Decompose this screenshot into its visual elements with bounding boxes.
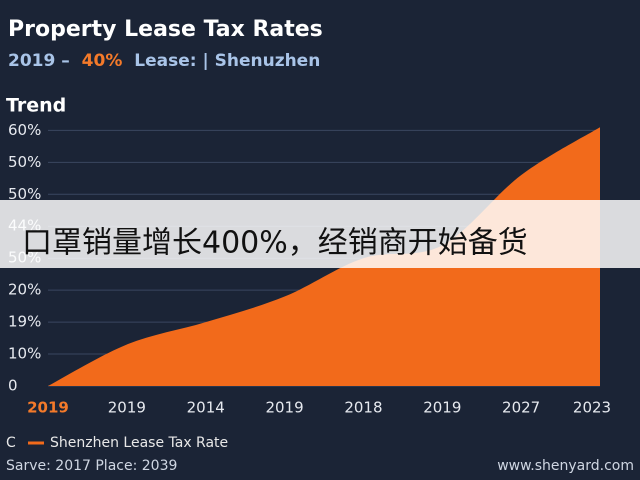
website: www.shenyard.com <box>497 458 634 474</box>
x-tick-label: 2014 <box>187 399 225 417</box>
y-axis-label: Trend <box>6 95 66 117</box>
y-tick-label: 20% <box>8 281 41 299</box>
area <box>48 127 600 386</box>
subtitle-part: 2019 – <box>8 51 70 71</box>
x-tick-label: 2027 <box>502 399 540 417</box>
x-tick-label: 2019 <box>27 399 69 417</box>
x-tick-label: 2019 <box>423 399 461 417</box>
subtitle-highlight: 40% <box>82 51 123 71</box>
y-tick-label: 0 <box>8 377 18 395</box>
chart-title: Property Lease Tax Rates <box>8 17 323 42</box>
subtitle-part: Lease: | Shenuzhen <box>134 51 320 71</box>
overlay-band <box>0 200 640 268</box>
overlay-text: 口罩销量增长400%，经销商开始备货 <box>22 226 528 261</box>
x-tick-label: 2023 <box>573 399 611 417</box>
y-tick-label: 50% <box>8 153 41 171</box>
y-tick-label: 10% <box>8 345 41 363</box>
y-tick-label: 19% <box>8 313 41 331</box>
y-tick-label: 60% <box>8 121 41 139</box>
legend-prefix: C <box>6 435 16 451</box>
legend-label: Shenzhen Lease Tax Rate <box>50 435 228 451</box>
source: Sarve: 2017 Place: 2039 <box>6 458 177 474</box>
x-tick-label: 2019 <box>108 399 146 417</box>
chart-subtitle: 2019 – 40% Lease: | Shenuzhen <box>8 51 320 71</box>
y-tick-label: 50% <box>8 185 41 203</box>
x-tick-label: 2018 <box>344 399 382 417</box>
x-tick-label: 2019 <box>265 399 303 417</box>
